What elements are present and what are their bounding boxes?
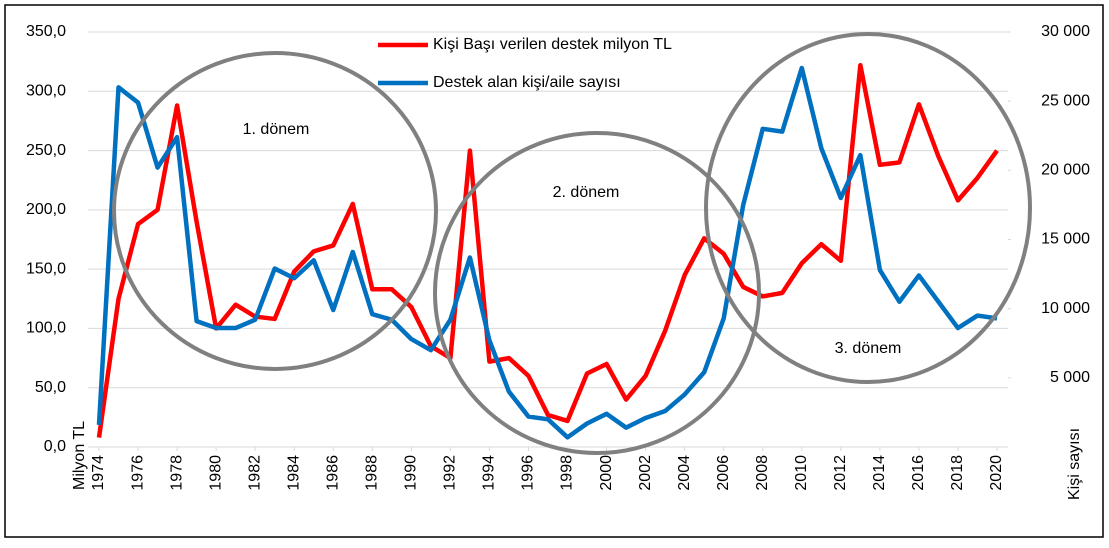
y2-tick-label: 30 000 xyxy=(1041,23,1090,40)
x-tick-label: 1974 xyxy=(90,455,107,491)
series-line xyxy=(96,62,999,438)
x-tick-label: 2004 xyxy=(676,455,693,491)
x-tick-label: 2012 xyxy=(832,455,849,491)
y-tick-label: 50,0 xyxy=(35,379,66,396)
y2-tick-label: 5 000 xyxy=(1050,369,1090,386)
y-tick-label: 100,0 xyxy=(26,320,66,337)
grid: 0,0 50,0 100,0 150,0 200,0 250,0 300,0 350,0 5 0… xyxy=(26,23,1090,490)
x-tick-label: 1980 xyxy=(207,455,224,491)
y2-tick-label: 10 000 xyxy=(1041,300,1090,317)
x-tick-label: 2008 xyxy=(754,455,771,491)
x-tick-label: 2006 xyxy=(715,455,732,491)
x-tick-label: 1990 xyxy=(403,455,420,491)
x-tick-label: 1996 xyxy=(520,455,537,491)
y-tick-label: 350,0 xyxy=(26,23,66,40)
x-tick-label: 1994 xyxy=(481,455,498,491)
x-tick-label: 2018 xyxy=(949,455,966,491)
x-tick-label: 1988 xyxy=(364,455,381,491)
y2-tick-label: 20 000 xyxy=(1041,162,1090,179)
y-tick-label: 150,0 xyxy=(26,260,66,277)
x-tick-label: 2014 xyxy=(871,455,888,491)
series-line xyxy=(96,65,998,440)
y2-axis-title: Kişi sayısı xyxy=(1066,428,1083,500)
annotation: 2. dönem xyxy=(553,184,620,201)
x-tick-label: 2016 xyxy=(910,455,927,491)
y-tick-label: 250,0 xyxy=(26,142,66,159)
x-tick-label: 1998 xyxy=(559,455,576,491)
y2-tick-label: 25 000 xyxy=(1041,92,1090,109)
legend-label: Destek alan kişi/aile sayısı xyxy=(433,74,621,91)
y2-tick-label: 15 000 xyxy=(1041,231,1090,248)
y-tick-label: 200,0 xyxy=(26,201,66,218)
legend-label: Kişi Başı verilen destek milyon TL xyxy=(433,36,672,53)
y-tick-label: 0,0 xyxy=(44,438,66,455)
annotation: 1. dönem xyxy=(243,121,310,138)
period-circle xyxy=(112,51,438,371)
x-tick-label: 2010 xyxy=(793,455,810,491)
x-tick-label: 1986 xyxy=(324,455,341,491)
y-axis-title: Milyon TL xyxy=(71,421,88,490)
y-tick-label: 300,0 xyxy=(26,83,66,100)
x-tick-label: 1984 xyxy=(285,455,302,491)
x-tick-label: 2020 xyxy=(988,455,1005,491)
x-tick-label: 2002 xyxy=(637,455,654,491)
x-tick-label: 2000 xyxy=(598,455,615,491)
x-tick-label: 1976 xyxy=(129,455,146,491)
annotation: 3. dönem xyxy=(835,340,902,357)
x-tick-label: 1978 xyxy=(168,455,185,491)
period-circle xyxy=(704,32,1032,384)
overlay: Kişi Başı verilen destek milyon TL Destek… xyxy=(112,32,1032,455)
x-tick-label: 1982 xyxy=(246,455,263,491)
period-circle xyxy=(433,131,761,455)
plot xyxy=(96,62,999,440)
x-tick-label: 1992 xyxy=(442,455,459,491)
